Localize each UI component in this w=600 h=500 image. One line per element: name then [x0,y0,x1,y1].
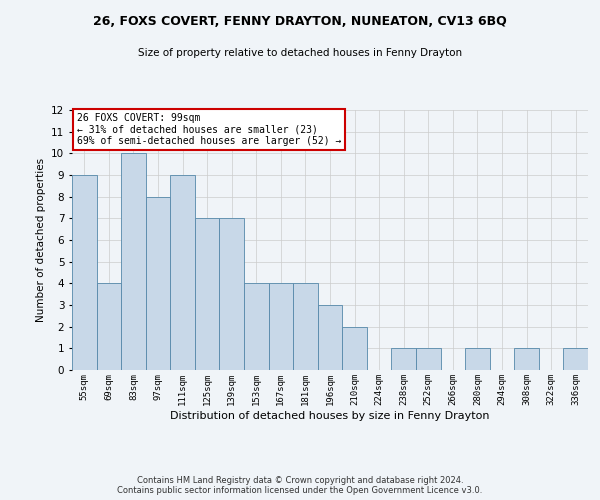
Bar [220,218,244,370]
Text: Size of property relative to detached houses in Fenny Drayton: Size of property relative to detached ho… [138,48,462,58]
Bar [97,284,121,370]
Bar [269,284,293,370]
X-axis label: Distribution of detached houses by size in Fenny Drayton: Distribution of detached houses by size … [170,410,490,420]
Bar [121,154,146,370]
Bar [465,348,490,370]
Bar [146,196,170,370]
Bar [391,348,416,370]
Text: 26, FOXS COVERT, FENNY DRAYTON, NUNEATON, CV13 6BQ: 26, FOXS COVERT, FENNY DRAYTON, NUNEATON… [93,15,507,28]
Text: Contains HM Land Registry data © Crown copyright and database right 2024.
Contai: Contains HM Land Registry data © Crown c… [118,476,482,495]
Bar [318,305,342,370]
Text: 26 FOXS COVERT: 99sqm
← 31% of detached houses are smaller (23)
69% of semi-deta: 26 FOXS COVERT: 99sqm ← 31% of detached … [77,112,341,146]
Bar [170,175,195,370]
Y-axis label: Number of detached properties: Number of detached properties [35,158,46,322]
Bar [195,218,220,370]
Bar [514,348,539,370]
Bar [342,326,367,370]
Bar [293,284,318,370]
Bar [416,348,440,370]
Bar [563,348,588,370]
Bar [244,284,269,370]
Bar [72,175,97,370]
